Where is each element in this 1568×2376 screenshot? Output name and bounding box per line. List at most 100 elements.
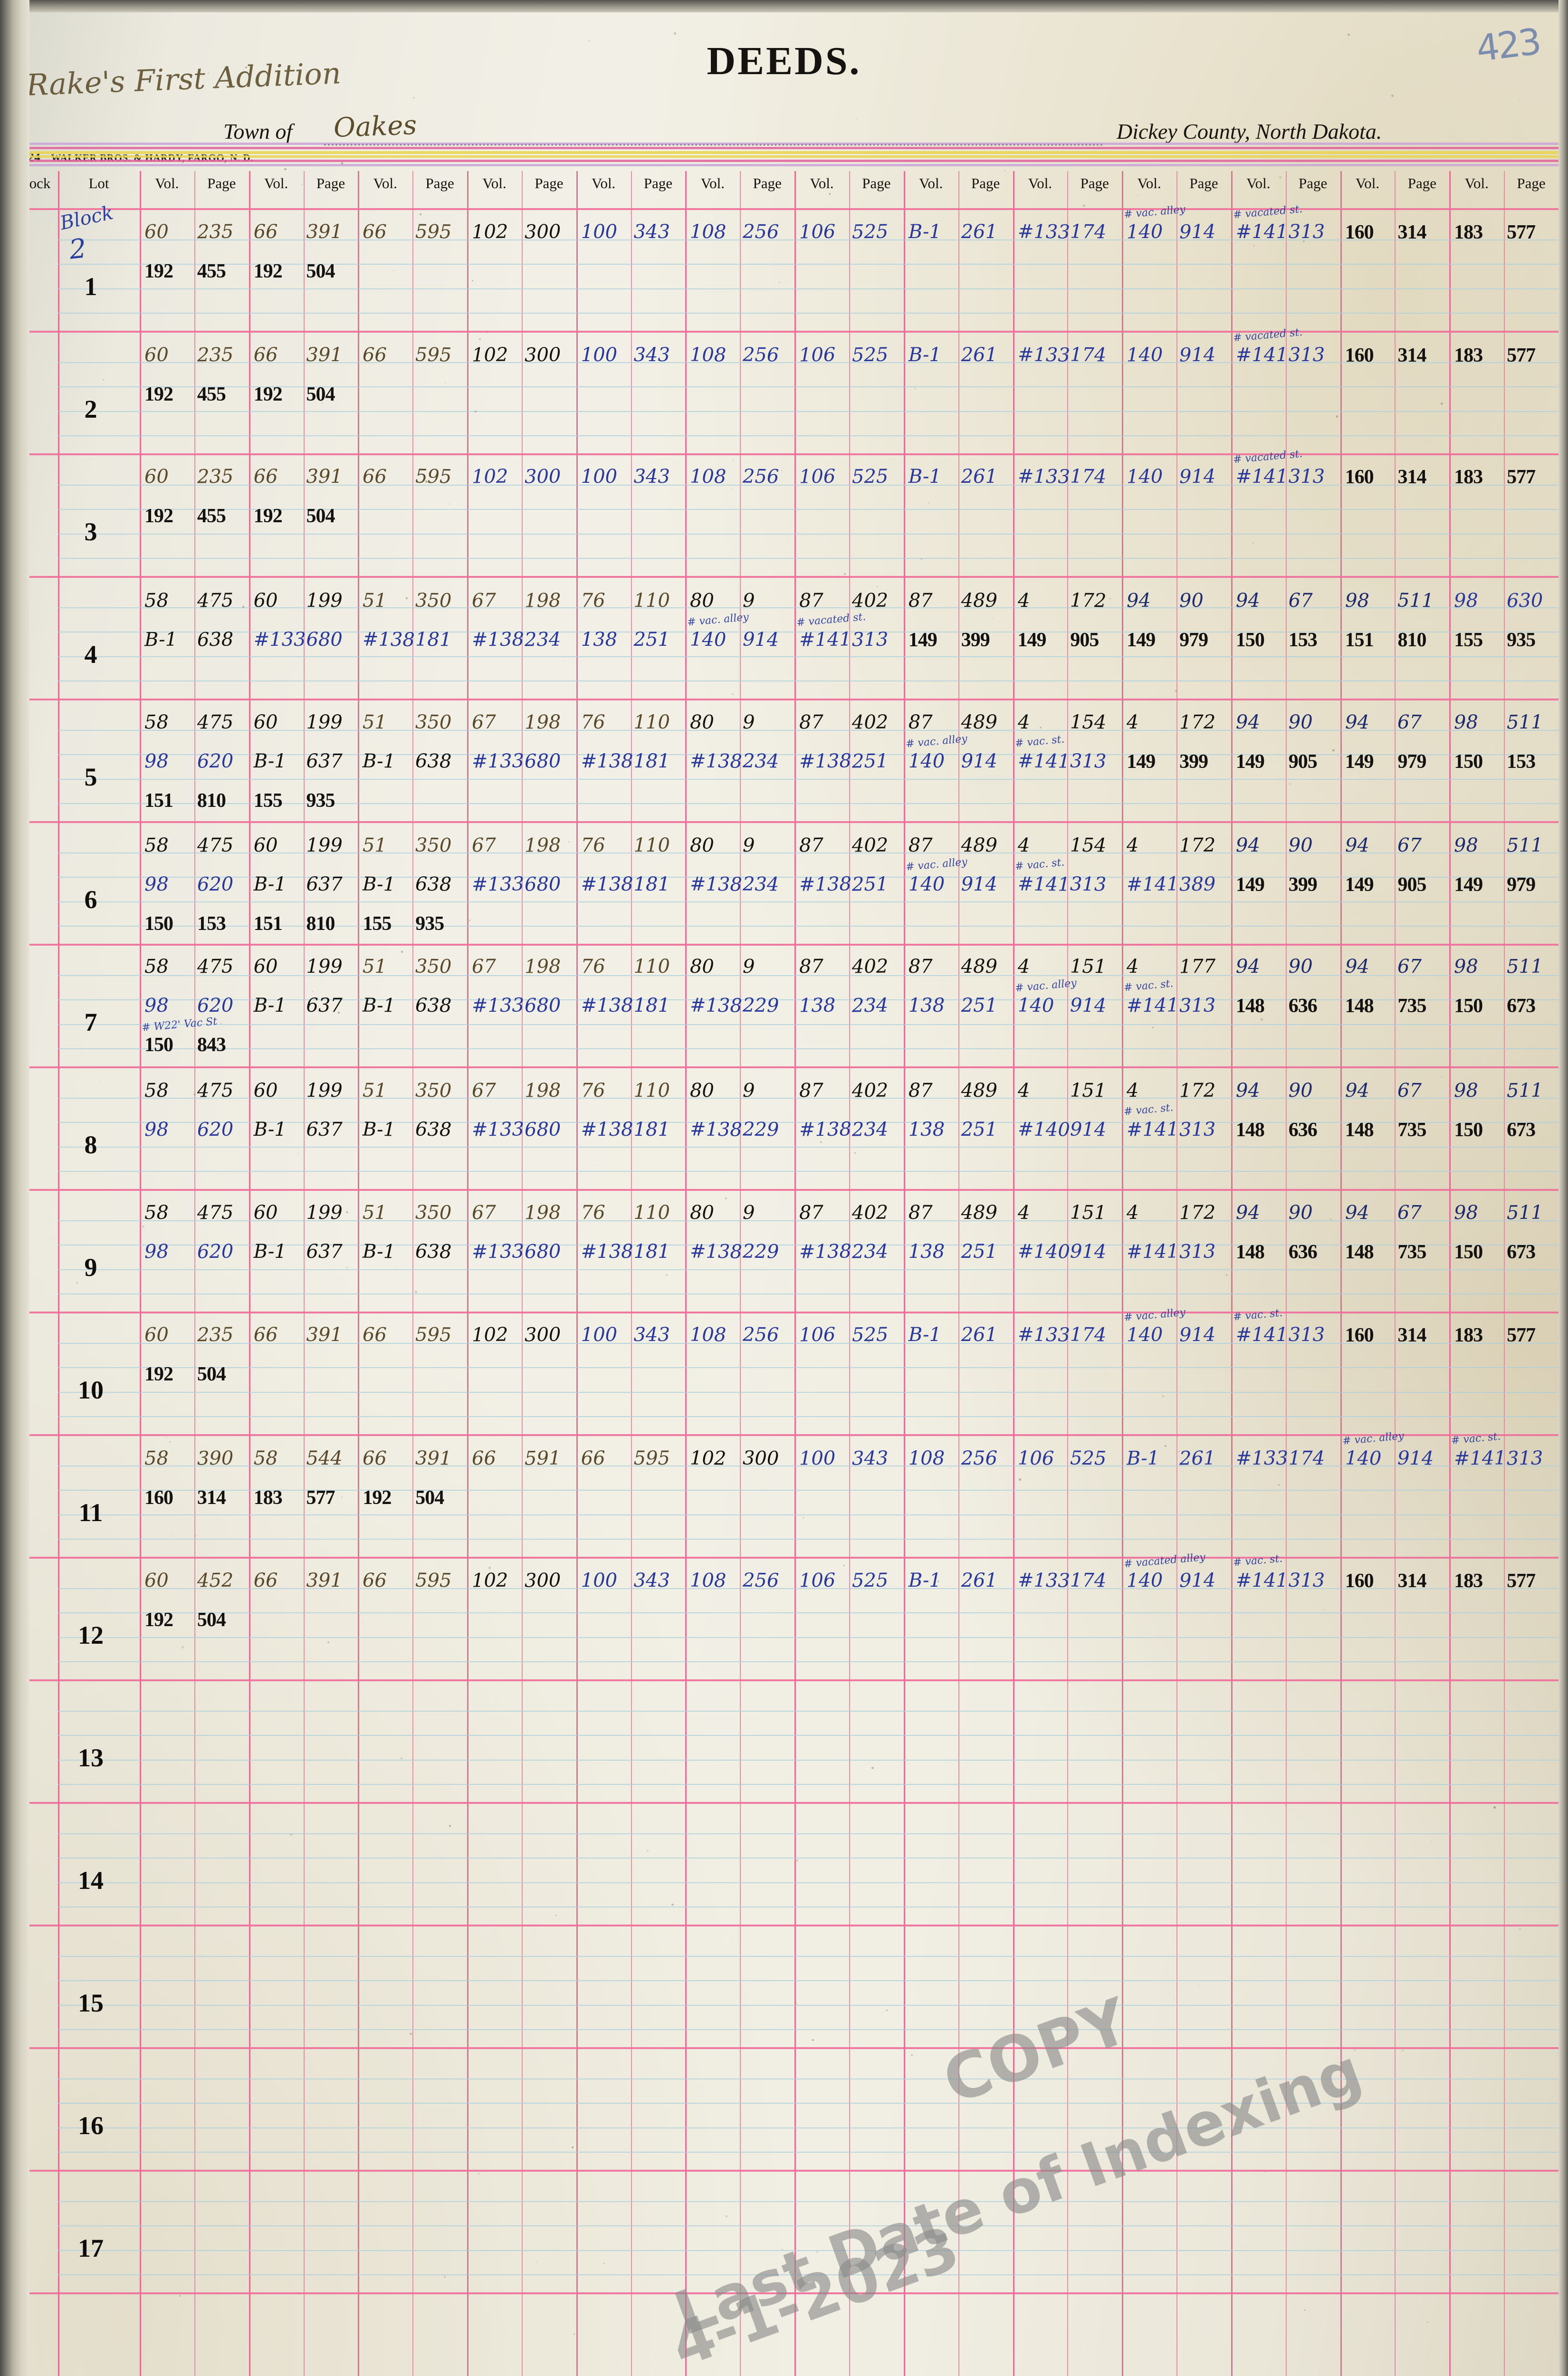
entry-volume: 160 [1345,466,1374,488]
paper-speck [1109,598,1111,599]
entry-page: 638 [415,873,452,896]
entry-page: 577 [1507,1570,1536,1592]
entry-page: 620 [197,750,234,773]
paper-speck [471,279,474,281]
entry-page: 914 [961,750,998,772]
paper-speck [796,1859,799,1862]
entry-volume: B-1 [363,750,396,773]
writing-line-5-3 [58,901,1558,902]
entry-page: 313 [851,628,889,651]
paper-speck [195,1535,196,1536]
paper-speck [597,1164,598,1166]
entry-page: 389 [1179,873,1216,896]
paper-speck [857,118,858,120]
entry-page: 489 [961,834,998,856]
writing-line-11-1 [58,1588,1558,1589]
entry-volume: 76 [581,1202,605,1224]
entry-page: 9 [743,955,755,978]
lot-number: 9 [84,1253,97,1282]
entry-page: 475 [197,711,234,734]
entry-volume: 94 [1235,1080,1260,1102]
writing-line-6-2 [58,999,1558,1001]
entry-volume: 4 [1017,1079,1030,1102]
paper-speck [1518,98,1520,100]
entry-volume: 140 [1126,1323,1163,1346]
entry-page: 673 [1507,1119,1536,1141]
entry-volume: 149 [908,629,937,651]
entry-page: 350 [415,955,452,978]
entry-page: 391 [306,221,343,243]
grid-hrule-17 [29,2292,1558,2294]
entry-volume: 106 [799,344,836,366]
paper-speck [803,1517,805,1519]
entry-page: 914 [1070,994,1107,1017]
entry-page: 229 [743,994,779,1017]
paper-speck [492,1246,494,1247]
writing-line-4-4 [58,803,1558,805]
entry-volume: B-1 [908,466,941,488]
entry-volume: 151 [253,913,283,935]
entry-page: 914 [1179,344,1216,366]
entry-volume: 60 [253,1080,278,1102]
entry-page: 153 [1288,629,1318,651]
entry-volume: 60 [253,834,278,856]
grid-vline-volpage-10 [1285,171,1287,2376]
lot-number: 10 [78,1376,104,1405]
entry-volume: 192 [144,1363,173,1385]
entry-volume: 87 [799,1079,824,1102]
column-header-vol-12: Vol. [1464,175,1489,192]
entry-page: 110 [633,590,670,612]
entry-page: 489 [961,1080,998,1102]
entry-page: 638 [415,750,452,773]
grid-vline-volpage-2 [412,171,414,2376]
grid-hrule-16 [29,2170,1558,2172]
paper-speck [1004,170,1006,172]
column-header-vol-8: Vol. [1028,175,1052,192]
paper-speck [779,282,780,283]
paper-speck [887,1082,888,1083]
column-header-vol-1: Vol. [264,175,288,192]
entry-page: 914 [1179,465,1216,488]
writing-line-14-1 [58,1955,1558,1957]
entry-volume: #141 [1235,344,1288,366]
paper-speck [1137,194,1138,196]
grid-hrule-6 [29,944,1558,946]
paper-speck [1278,1484,1280,1486]
entry-volume: 160 [144,1487,173,1509]
entry-volume: 100 [581,344,618,366]
column-header-page-0: Page [207,175,236,192]
paper-speck [1178,1450,1180,1453]
paper-speck [208,72,209,74]
entry-page: 577 [1507,345,1536,366]
entry-volume: 150 [1235,629,1265,651]
paper-speck [801,349,803,351]
entry-volume: 58 [144,589,169,612]
paper-speck [876,351,878,354]
entry-page: 680 [524,1118,561,1141]
paper-speck [886,2009,888,2011]
entry-page: 343 [633,466,670,488]
entry-volume: #138 [799,873,852,896]
entry-page: 475 [197,834,234,857]
paper-speck [871,1766,874,1769]
entry-page: 261 [961,1324,998,1346]
grid-vline-pair-6 [903,171,905,2376]
entry-volume: 94 [1345,1201,1369,1224]
entry-volume: 94 [1235,834,1260,856]
paper-speck [993,618,994,619]
writing-line-1-4 [58,435,1558,437]
column-header-vol-3: Vol. [482,175,507,192]
entry-volume: 149 [1345,874,1374,896]
entry-page: 172 [1179,711,1216,734]
grid-vline-lot-edge [140,171,141,2376]
column-header-page-10: Page [1299,175,1328,192]
grid-vline-pair-0 [249,171,250,2376]
column-header-vol-9: Vol. [1137,175,1161,192]
entry-volume: 66 [363,1569,387,1592]
entry-page: 475 [197,955,234,978]
entry-page: 350 [415,1079,452,1102]
entry-volume: 51 [363,711,387,734]
lot-number: 5 [84,763,97,792]
paper-speck [412,97,414,99]
entry-page: 181 [633,750,670,772]
